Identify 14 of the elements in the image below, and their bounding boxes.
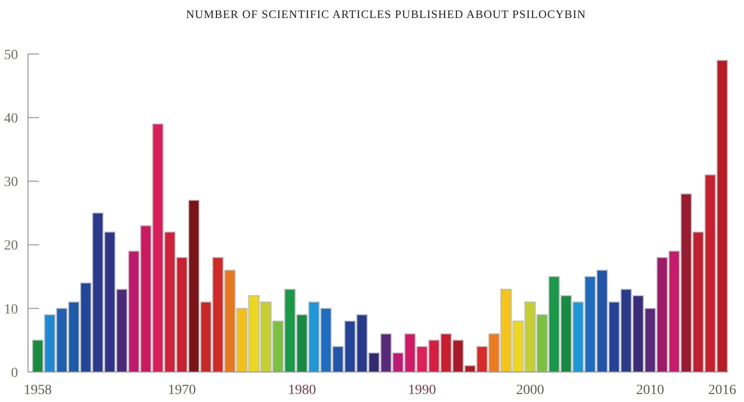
y-tick-label: 20 [4,238,18,254]
y-tick-label: 50 [4,48,18,63]
x-tick-label: 1970 [168,383,196,398]
x-tick-label: 1958 [24,383,52,398]
x-tick-label: 2010 [636,383,664,398]
x-tick-label: 2016 [708,383,736,398]
x-tick-label: 1990 [408,383,436,398]
y-tick-label: 30 [4,175,18,190]
y-tick-label: 0 [11,366,18,381]
y-tick-label: 40 [4,112,18,126]
x-tick-label: 2000 [516,383,544,398]
x-tick-label: 1980 [288,383,316,398]
chart-title: NUMBER OF SCIENTIFIC ARTICLES PUBLISHED ABOUT PSILOCYBIN [186,9,586,21]
y-tick-label: 10 [4,302,18,318]
